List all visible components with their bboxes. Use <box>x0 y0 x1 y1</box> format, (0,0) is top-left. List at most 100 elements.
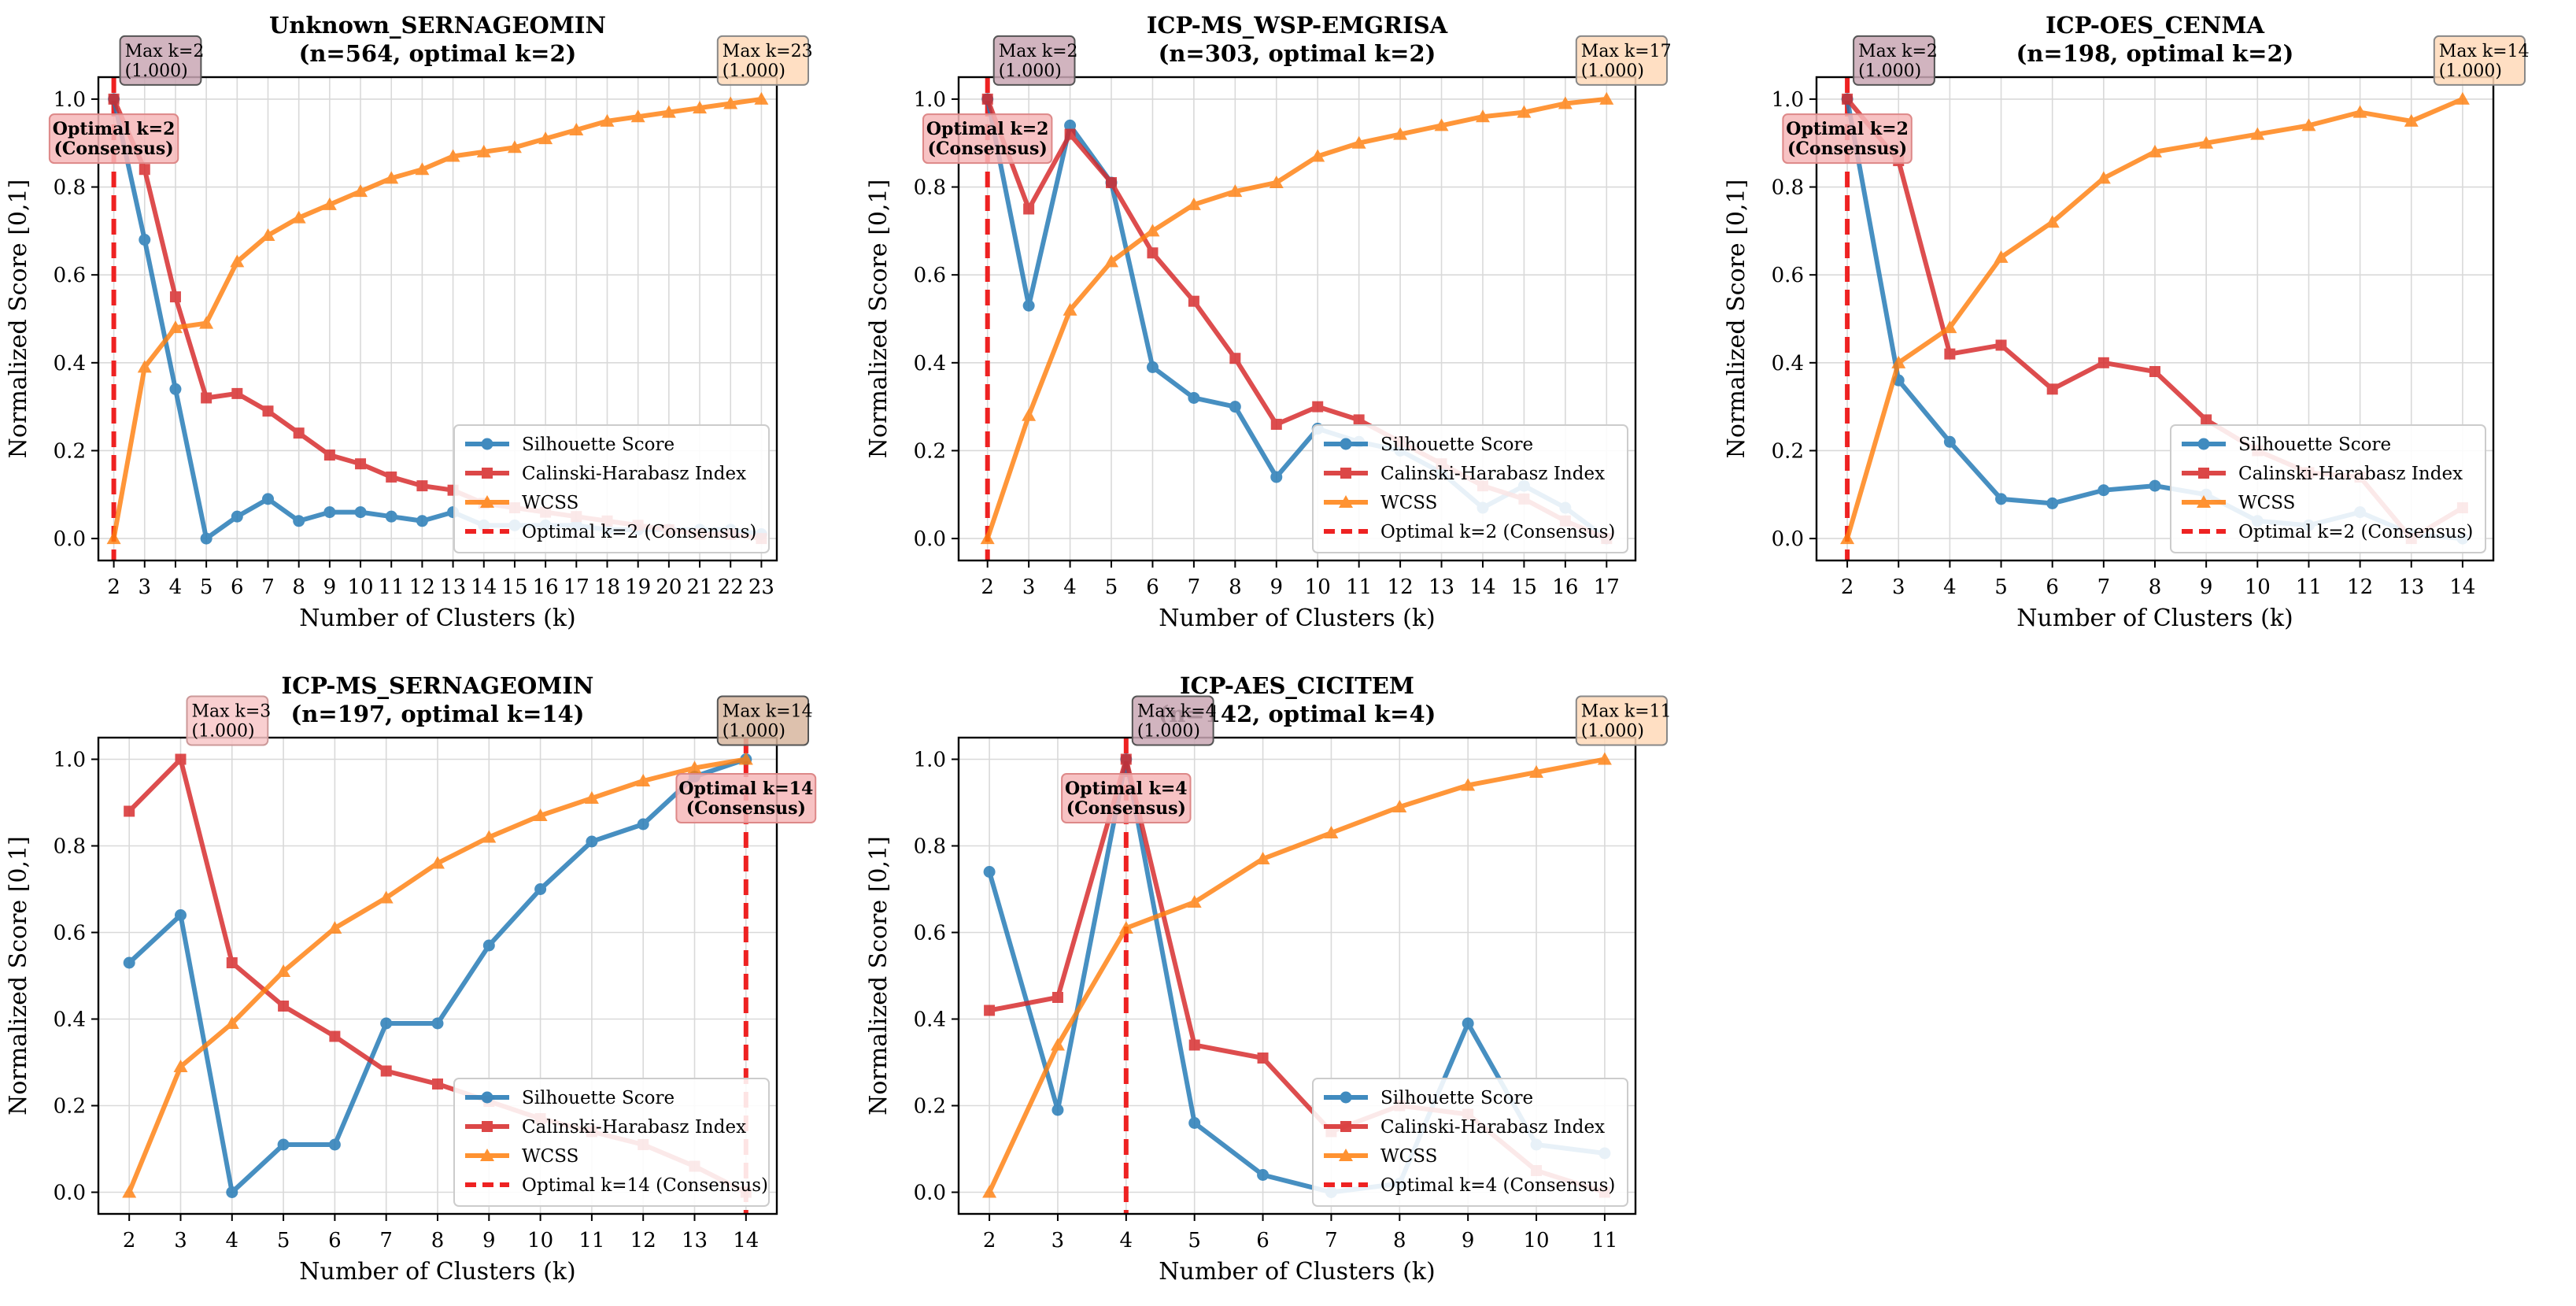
legend-item: Silhouette Score <box>465 1088 674 1108</box>
data-point <box>323 506 336 519</box>
x-tick-label: 5 <box>1188 1229 1201 1252</box>
y-tick-label: 0.8 <box>54 176 86 200</box>
series-line <box>985 96 1607 540</box>
annotation-box: Max k=4(1.000) <box>1131 695 1217 746</box>
legend-swatch-marker <box>482 468 493 479</box>
legend-label: Silhouette Score <box>1380 1088 1533 1108</box>
annotation-text: Optimal k=2 <box>926 119 1049 139</box>
data-point <box>416 480 428 492</box>
data-point <box>231 387 243 399</box>
x-tick-label: 4 <box>169 575 183 599</box>
legend-item: Silhouette Score <box>2182 435 2391 455</box>
annotation-background <box>186 695 269 746</box>
x-tick-label: 13 <box>440 575 466 599</box>
x-tick-label: 22 <box>718 575 744 599</box>
legend-swatch-marker <box>1340 1091 1352 1104</box>
annotation-box: Max k=2(1.000) <box>1853 35 1938 86</box>
data-point <box>2404 113 2419 127</box>
annotation-text: (1.000) <box>2439 61 2502 81</box>
y-tick-label: 0.8 <box>914 835 946 859</box>
y-tick-label: 0.0 <box>54 527 86 551</box>
data-point <box>1310 149 1325 162</box>
chart-5: 0.0 0.2 0.4 0.6 0.8 1.0 2 3 4 5 6 7 8 9 10 11 Number of … <box>865 672 1672 1286</box>
x-tick-label: 13 <box>682 1229 708 1252</box>
legend-swatch-marker <box>1340 438 1352 450</box>
data-point <box>355 458 367 470</box>
data-point <box>2250 127 2265 140</box>
data-point <box>1270 418 1282 430</box>
x-tick-label: 7 <box>1188 575 1201 599</box>
data-point <box>482 939 495 952</box>
legend: Silhouette Score Calinski-Harabasz Index W… <box>453 1078 770 1207</box>
legend-label: Optimal k=2 (Consensus) <box>1380 522 1615 542</box>
data-point <box>982 1185 997 1198</box>
x-axis-label: Number of Clusters (k) <box>2016 605 2293 632</box>
legend: Silhouette Score Calinski-Harabasz Index W… <box>453 424 770 553</box>
data-point <box>379 890 394 904</box>
data-point <box>2046 497 2059 509</box>
data-point <box>139 234 151 246</box>
x-tick-label: 12 <box>1388 575 1414 599</box>
data-point <box>981 93 993 105</box>
data-point <box>1188 295 1199 307</box>
y-tick-label: 1.0 <box>54 749 86 772</box>
data-point <box>1324 826 1339 838</box>
legend-item: Optimal k=14 (Consensus) <box>465 1175 768 1196</box>
x-tick-label: 10 <box>347 575 373 599</box>
x-tick-label: 8 <box>431 1229 445 1252</box>
legend-swatch-marker <box>480 1149 494 1161</box>
data-point <box>1434 118 1449 131</box>
data-point <box>661 105 676 118</box>
data-point <box>1188 1039 1200 1051</box>
y-tick-label: 1.0 <box>54 88 86 112</box>
series-line <box>111 96 762 539</box>
x-tick-label: 3 <box>1892 575 1905 599</box>
x-tick-label: 5 <box>1994 575 2008 599</box>
annotation-text: Max k=14 <box>2439 42 2530 61</box>
annotation-box: Max k=17(1.000) <box>1575 35 1672 86</box>
x-tick-label: 7 <box>1325 1229 1338 1252</box>
legend-swatch-marker <box>1340 468 1351 479</box>
x-tick-label: 4 <box>1943 575 1957 599</box>
chart-2: 0.0 0.2 0.4 0.6 0.8 1.0 2 3 4 5 6 7 8 9 10 11 12 13 14 15 16… <box>865 12 1672 632</box>
data-point <box>600 113 615 127</box>
data-point <box>1599 91 1614 105</box>
data-point <box>1188 1117 1201 1129</box>
data-point <box>2046 383 2058 395</box>
data-point <box>1186 197 1201 210</box>
legend-swatch <box>1324 468 1368 479</box>
data-point <box>1891 355 1906 368</box>
annotation-text: (1.000) <box>723 61 785 81</box>
data-point <box>262 493 274 505</box>
data-point <box>636 774 651 786</box>
data-point <box>1145 224 1160 237</box>
legend-swatch <box>1324 1091 1368 1104</box>
data-point <box>2097 484 2110 497</box>
data-point <box>1842 93 1853 105</box>
legend-swatch-marker <box>482 1121 493 1132</box>
chart-title: ICP-OES_CENMA <box>2046 12 2265 39</box>
y-tick-label: 0.0 <box>914 1182 946 1205</box>
legend-label: WCSS <box>1380 1146 1437 1167</box>
annotation-text: (1.000) <box>125 61 188 81</box>
legend-label: Optimal k=14 (Consensus) <box>522 1175 768 1196</box>
data-point <box>1051 992 1063 1003</box>
data-point <box>1393 127 1408 140</box>
x-tick-label: 3 <box>174 1229 187 1252</box>
y-tick-label: 0.4 <box>54 1008 86 1032</box>
chart-4: 0.0 0.2 0.4 0.6 0.8 1.0 2 3 4 5 6 7 8 9 10 11 12 13 14 Numb… <box>5 672 817 1286</box>
data-point <box>230 254 245 268</box>
annotation-text: Optimal k=14 <box>678 779 813 799</box>
y-axis-label: Normalized Score [0,1] <box>865 179 893 459</box>
legend-swatch <box>465 1091 509 1104</box>
annotation-text: (Consensus) <box>1787 139 1907 159</box>
x-tick-label: 10 <box>1523 1229 1549 1252</box>
legend-swatch <box>1324 1121 1368 1132</box>
legend-swatch-marker <box>2197 438 2210 450</box>
annotation-box: Optimal k=2(Consensus) <box>48 113 179 165</box>
x-tick-label: 3 <box>1051 1229 1065 1252</box>
annotation-background <box>675 773 817 823</box>
annotation-text: Max k=4 <box>1137 702 1217 722</box>
data-point <box>1517 105 1532 118</box>
legend-label: Optimal k=2 (Consensus) <box>2238 522 2473 542</box>
